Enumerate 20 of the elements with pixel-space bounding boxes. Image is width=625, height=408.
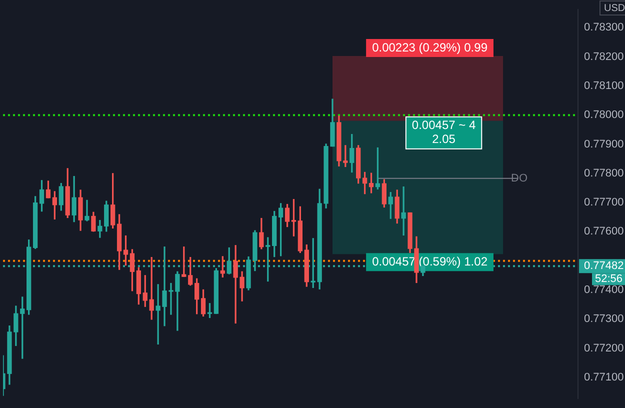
y-tick-label: 0.77100 [584, 371, 624, 384]
y-tick-label: 0.77300 [584, 313, 624, 326]
ref-line-label: 0.77482 [584, 260, 624, 272]
band-label: 0.00223 (0.29%) 0.99 [372, 40, 488, 54]
y-tick-label: 0.77400 [584, 284, 624, 296]
y-tick-label: 0.77900 [584, 138, 624, 150]
y-tick-label: 0.78200 [584, 50, 624, 63]
y-tick-label: 0.77200 [584, 342, 624, 354]
text: 52:56 [595, 273, 623, 286]
y-tick-label: 0.78100 [584, 80, 624, 92]
candlestick [84, 200, 90, 222]
candlestick [401, 186, 406, 236]
y-tick-label: 0.77600 [584, 226, 624, 238]
annotation: 0.00457 ~ 4 2.05 [412, 118, 476, 146]
y-tick-label: 0.78000 [584, 109, 624, 122]
y-tick-label: 0.77800 [584, 167, 624, 180]
y-tick-label: 0.78300 [584, 22, 624, 34]
y-axis-title: USD [604, 2, 625, 14]
y-tick-label: 0.77700 [584, 196, 624, 209]
ref-line-label: DO [511, 172, 528, 184]
